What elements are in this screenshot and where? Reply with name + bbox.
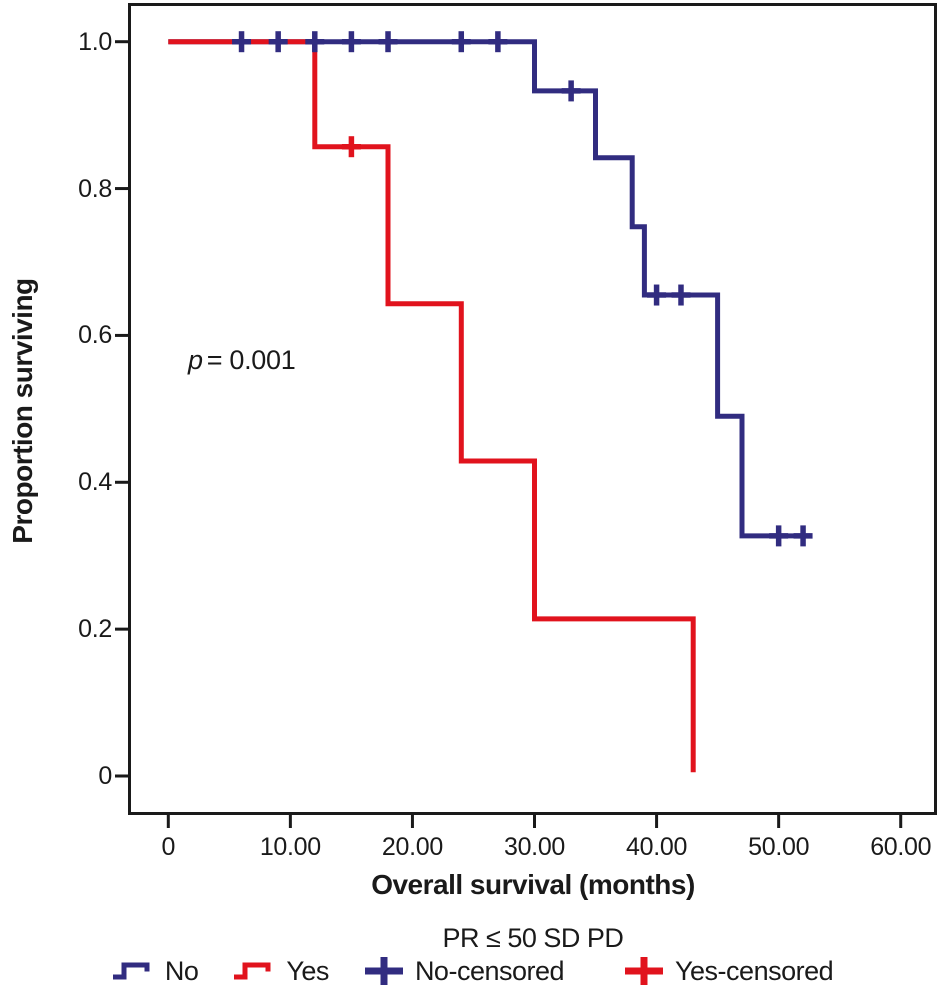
legend-title: PR ≤ 50 SD PD (442, 923, 624, 953)
y-tick-label: 1.0 (78, 27, 112, 56)
plus-censor-icon (623, 956, 665, 986)
legend-item-no: No (111, 956, 199, 987)
x-tick-label: 50.00 (748, 833, 810, 861)
legend-item-label: No (164, 955, 199, 986)
x-tick-label: 20.00 (381, 833, 443, 861)
plus-censor-icon (363, 956, 405, 986)
km-curve-no (168, 39, 811, 539)
p-value-annotation: p = 0.001 (188, 345, 296, 376)
legend-item-label: Yes-censored (675, 955, 834, 986)
y-tick-label: 0 (98, 762, 112, 790)
p-value-symbol: p (188, 345, 203, 375)
legend-item-no-censored: No-censored (363, 955, 565, 987)
legend-item-label: No-censored (414, 955, 565, 986)
step-curve-icon (232, 962, 276, 980)
x-tick-label: 60.00 (870, 833, 932, 861)
x-tick-label: 10.00 (259, 833, 321, 861)
legend-item-label: Yes (286, 955, 329, 986)
y-tick-label: 0.2 (78, 615, 112, 644)
y-tick-label: 0.4 (78, 468, 112, 497)
step-curve-icon (111, 962, 155, 980)
y-tick-label: 0.8 (78, 174, 112, 203)
km-curve-yes (168, 39, 696, 773)
legend-item-yes-censored: Yes-censored (623, 955, 834, 987)
y-axis-title: Proportion surviving (7, 278, 38, 544)
x-tick-label: 30.00 (503, 833, 566, 861)
p-value-text: = 0.001 (206, 345, 296, 375)
y-tick-label: 0.6 (78, 321, 112, 350)
plot-border (128, 3, 937, 815)
legend-item-yes: Yes (232, 956, 329, 987)
x-axis-title: Overall survival (months) (371, 869, 695, 900)
x-tick-label: 40.00 (626, 833, 688, 861)
x-tick-label: 0 (161, 833, 176, 861)
legend: No Yes No-censored Yes-censored (0, 954, 944, 988)
